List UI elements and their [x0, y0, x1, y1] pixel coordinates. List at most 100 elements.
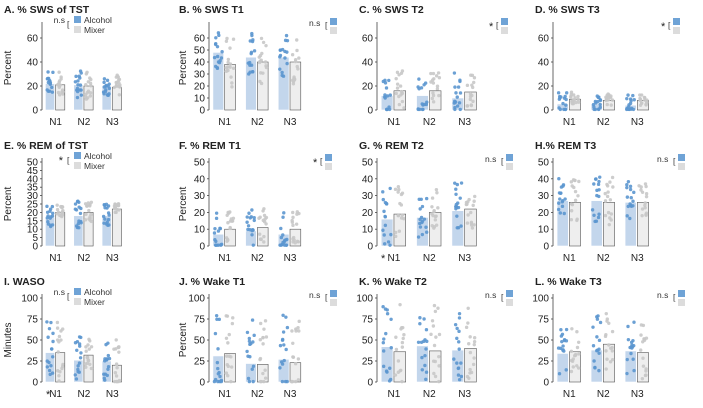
data-point	[79, 351, 83, 355]
data-point	[433, 359, 437, 364]
data-point	[230, 321, 235, 326]
data-point	[50, 223, 55, 227]
x-tick-label: N3	[631, 117, 644, 128]
data-point	[116, 379, 121, 384]
legend-swatch	[506, 299, 513, 306]
significance-bracket: [	[668, 20, 671, 30]
data-point	[608, 198, 613, 202]
data-point	[431, 324, 436, 328]
data-point	[249, 341, 253, 346]
data-point	[452, 101, 457, 105]
data-point	[280, 379, 285, 384]
y-tick-label: 45	[27, 166, 39, 177]
legend-swatch	[501, 18, 508, 25]
data-point	[386, 240, 391, 244]
data-point	[592, 213, 596, 218]
data-point	[225, 363, 229, 367]
data-point	[231, 216, 236, 220]
legend-swatch	[74, 288, 81, 295]
data-point	[389, 232, 393, 237]
data-point	[48, 209, 52, 213]
significance-label: n.s	[657, 154, 668, 164]
data-point	[430, 205, 434, 209]
y-tick-label: 35	[27, 183, 39, 194]
data-point	[281, 233, 285, 237]
data-point	[285, 379, 289, 384]
data-point	[644, 211, 649, 215]
data-point	[282, 211, 286, 215]
data-point	[423, 363, 427, 368]
data-point	[395, 86, 400, 90]
data-point	[458, 78, 462, 82]
x-tick-label: N3	[631, 253, 644, 264]
data-point	[560, 204, 565, 209]
data-point	[569, 209, 574, 213]
data-point	[73, 80, 78, 84]
data-point	[424, 347, 428, 351]
data-point	[295, 212, 299, 216]
data-point	[252, 49, 257, 53]
data-point	[399, 93, 403, 97]
data-point	[576, 340, 581, 344]
data-point	[263, 60, 268, 64]
data-point	[561, 198, 565, 203]
data-point	[423, 353, 427, 358]
x-tick-label: N1	[49, 389, 62, 400]
data-point	[464, 200, 469, 205]
data-point	[401, 336, 405, 341]
legend-swatch	[678, 163, 685, 170]
y-tick-label: 50	[194, 336, 206, 347]
data-point	[77, 342, 82, 346]
data-point	[79, 206, 83, 211]
data-point	[227, 354, 231, 358]
data-point	[248, 70, 252, 74]
y-tick-label: 30	[538, 191, 550, 202]
data-point	[280, 70, 284, 75]
data-point	[262, 240, 266, 244]
data-point	[46, 222, 51, 226]
data-point	[263, 368, 267, 372]
bar	[212, 52, 224, 111]
significance-star: *	[381, 253, 386, 265]
data-point	[422, 83, 426, 87]
data-point	[561, 101, 565, 106]
data-point	[469, 223, 474, 227]
data-point	[564, 368, 568, 372]
data-point	[632, 190, 636, 195]
data-point	[219, 379, 224, 384]
data-point	[606, 93, 610, 98]
data-point	[563, 197, 567, 201]
data-point	[576, 97, 580, 102]
data-point	[393, 373, 398, 377]
data-point	[638, 97, 643, 102]
data-point	[626, 337, 631, 342]
y-tick-label: 0	[367, 106, 373, 117]
data-point	[283, 238, 287, 243]
significance-star: *	[46, 389, 51, 401]
y-tick-label: 10	[194, 94, 206, 105]
y-axis-label: Percent	[178, 187, 189, 222]
y-tick-label: 25	[27, 357, 39, 368]
y-tick-label: 50	[27, 158, 39, 169]
data-point	[576, 366, 581, 370]
data-point	[467, 342, 471, 346]
data-point	[641, 364, 646, 368]
data-point	[419, 197, 423, 201]
data-point	[453, 107, 457, 112]
data-point	[226, 68, 230, 73]
data-point	[569, 180, 574, 184]
data-point	[295, 48, 299, 53]
data-point	[434, 187, 439, 192]
data-point	[51, 70, 55, 75]
data-point	[625, 183, 629, 187]
data-point	[261, 379, 266, 384]
data-point	[217, 370, 221, 375]
data-point	[246, 227, 250, 232]
data-point	[597, 368, 601, 373]
data-point	[61, 210, 65, 214]
data-point	[258, 53, 263, 58]
data-point	[259, 237, 263, 242]
legend-label: Mixer	[84, 297, 105, 307]
data-point	[556, 91, 561, 95]
